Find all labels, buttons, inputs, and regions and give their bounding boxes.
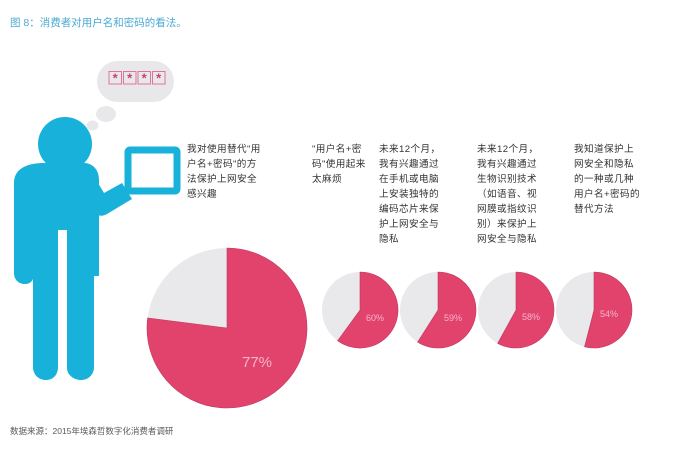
svg-text:54%: 54% bbox=[600, 309, 618, 319]
svg-text:58%: 58% bbox=[522, 312, 540, 322]
svg-text:59%: 59% bbox=[444, 313, 462, 323]
svg-text:77%: 77% bbox=[242, 354, 272, 371]
svg-text:60%: 60% bbox=[366, 313, 384, 323]
